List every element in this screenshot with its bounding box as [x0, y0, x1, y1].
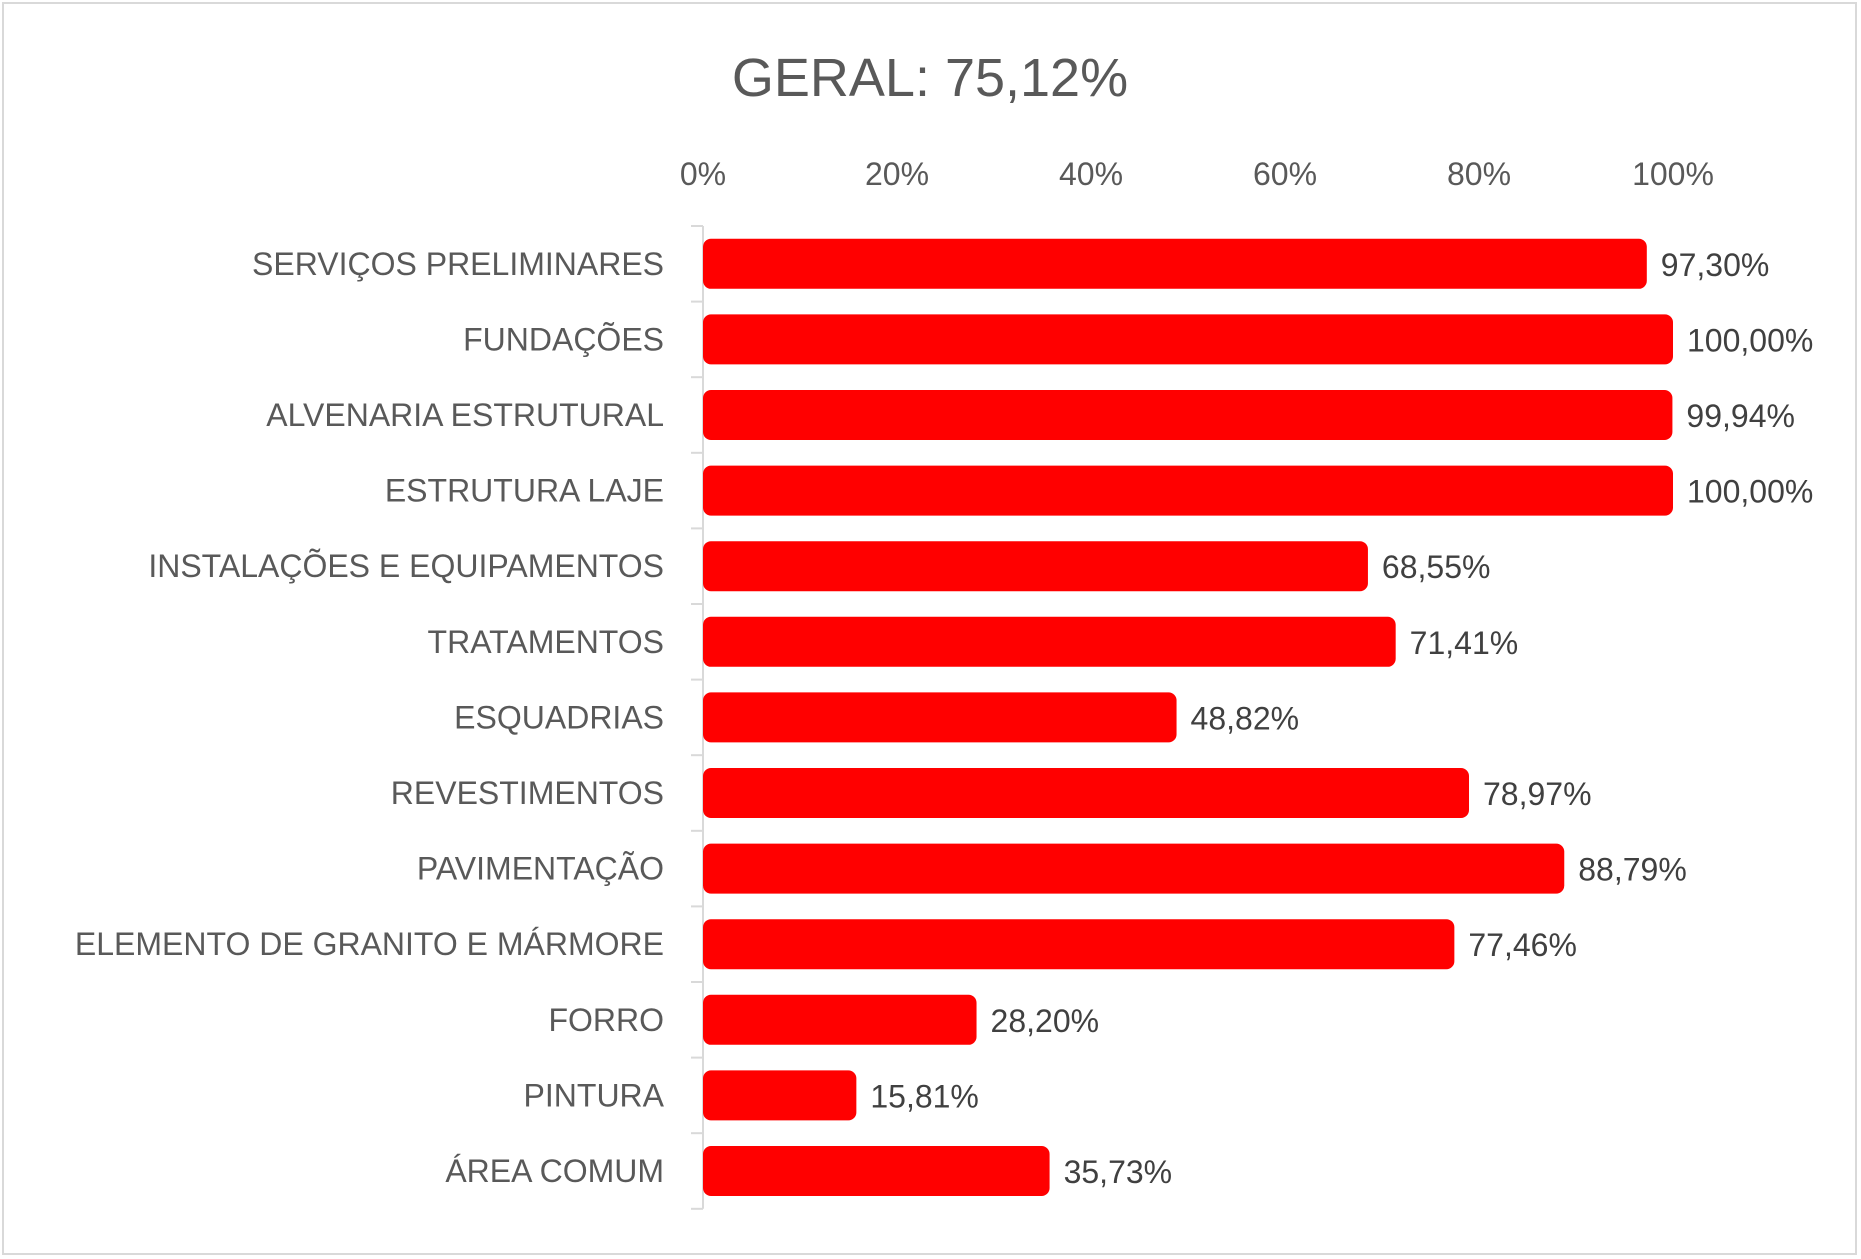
bars — [703, 238, 1673, 1196]
x-tick-label: 40% — [1059, 156, 1123, 192]
bar — [703, 692, 1177, 743]
category-label: INSTALAÇÕES E EQUIPAMENTOS — [148, 548, 664, 584]
bar — [703, 541, 1368, 592]
bar — [703, 1070, 857, 1121]
data-label: 77,46% — [1468, 927, 1577, 963]
bar — [703, 390, 1673, 440]
x-tick-label: 20% — [865, 156, 929, 192]
x-axis-ticks: 0% 20% 40% 60% 80% 100% — [680, 156, 1714, 192]
category-label: FUNDAÇÕES — [463, 321, 664, 357]
category-label: ÁREA COMUM — [445, 1153, 664, 1189]
category-labels: SERVIÇOS PRELIMINARES FUNDAÇÕES ALVENARIA … — [75, 246, 665, 1189]
data-label: 28,20% — [991, 1003, 1100, 1039]
chart-title: GERAL: 75,12% — [732, 48, 1128, 108]
data-label: 48,82% — [1191, 700, 1300, 736]
bar — [703, 1146, 1050, 1196]
category-label: ESQUADRIAS — [454, 699, 664, 735]
data-label: 68,55% — [1382, 549, 1491, 585]
data-label: 97,30% — [1661, 247, 1770, 283]
data-label: 35,73% — [1064, 1154, 1173, 1190]
x-tick-label: 80% — [1447, 156, 1511, 192]
bar — [703, 843, 1565, 894]
data-label: 100,00% — [1687, 322, 1813, 358]
category-label: SERVIÇOS PRELIMINARES — [252, 246, 664, 282]
bar — [703, 616, 1396, 667]
data-labels: 97,30% 100,00% 99,94% 100,00% 68,55% 71,41% 48… — [870, 247, 1813, 1190]
bar — [703, 238, 1647, 289]
data-label: 99,94% — [1686, 398, 1795, 434]
category-label: PINTURA — [524, 1077, 665, 1113]
category-label: ESTRUTURA LAJE — [385, 473, 664, 509]
bar — [703, 465, 1673, 516]
data-label: 88,79% — [1578, 852, 1687, 888]
category-axis — [691, 225, 704, 1210]
bar — [703, 314, 1673, 365]
x-tick-label: 100% — [1632, 156, 1714, 192]
category-label: ELEMENTO DE GRANITO E MÁRMORE — [75, 926, 664, 962]
data-label: 15,81% — [870, 1078, 979, 1114]
category-label: FORRO — [548, 1002, 664, 1038]
x-tick-label: 0% — [680, 156, 726, 192]
bar — [703, 768, 1470, 818]
x-tick-label: 60% — [1253, 156, 1317, 192]
data-label: 100,00% — [1687, 474, 1813, 510]
data-label: 78,97% — [1483, 776, 1592, 812]
category-label: ALVENARIA ESTRUTURAL — [266, 397, 664, 433]
data-label: 71,41% — [1410, 625, 1519, 661]
bar — [703, 919, 1455, 970]
bar — [703, 994, 977, 1045]
category-label: REVESTIMENTOS — [391, 775, 664, 811]
category-label: TRATAMENTOS — [428, 624, 664, 660]
category-label: PAVIMENTAÇÃO — [417, 851, 664, 887]
